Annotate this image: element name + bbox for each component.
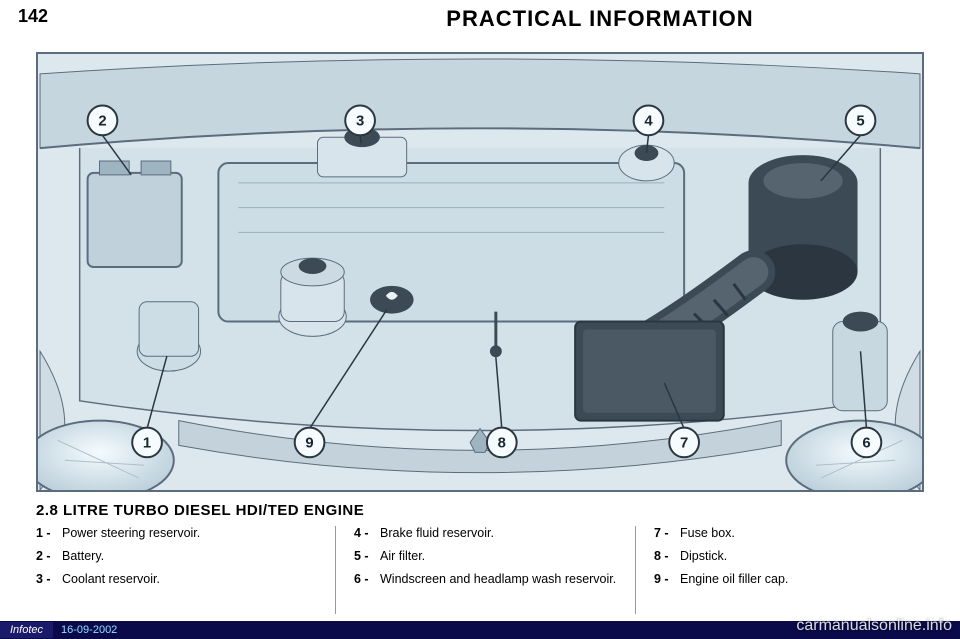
legend-item: 6 -Windscreen and headlamp wash reservoi…	[354, 572, 617, 586]
legend-item: 9 -Engine oil filler cap.	[654, 572, 906, 586]
legend-item-number: 4 -	[354, 526, 380, 540]
legend-columns: 1 -Power steering reservoir.2 -Battery.3…	[36, 526, 924, 614]
svg-text:9: 9	[305, 435, 313, 451]
callout-7: 7	[669, 428, 699, 458]
legend-item: 8 -Dipstick.	[654, 549, 906, 563]
svg-text:6: 6	[862, 435, 870, 451]
svg-text:4: 4	[644, 113, 653, 129]
divider-dots: . . . . . . . . . . . . . . . . . . . . …	[0, 36, 960, 42]
svg-text:8: 8	[498, 435, 506, 451]
legend-item-number: 2 -	[36, 549, 62, 563]
legend-item-text: Coolant reservoir.	[62, 572, 317, 586]
diagram-subtitle: 2.8 LITRE TURBO DIESEL HDI/TED ENGINE	[36, 502, 364, 519]
callout-4: 4	[634, 106, 664, 136]
callout-5: 5	[846, 106, 876, 136]
legend-item-text: Power steering reservoir.	[62, 526, 317, 540]
legend-item-text: Battery.	[62, 549, 317, 563]
svg-text:1: 1	[143, 435, 151, 451]
legend-item-text: Brake fluid reservoir.	[380, 526, 617, 540]
svg-text:7: 7	[680, 435, 688, 451]
engine-diagram: 1 2 3 4 5 6 7 8 9	[36, 52, 924, 492]
legend-item-number: 3 -	[36, 572, 62, 586]
svg-text:3: 3	[356, 113, 364, 129]
legend-item: 3 -Coolant reservoir.	[36, 572, 317, 586]
svg-text:5: 5	[856, 113, 864, 129]
legend-item-number: 1 -	[36, 526, 62, 540]
legend-item: 7 -Fuse box.	[654, 526, 906, 540]
legend-item-text: Dipstick.	[680, 549, 906, 563]
footer-date: 16-09-2002	[53, 624, 117, 636]
legend-item: 1 -Power steering reservoir.	[36, 526, 317, 540]
svg-text:2: 2	[98, 113, 106, 129]
legend-item-number: 7 -	[654, 526, 680, 540]
legend-item: 5 -Air filter.	[354, 549, 617, 563]
legend-item-text: Engine oil filler cap.	[680, 572, 906, 586]
legend-item-number: 5 -	[354, 549, 380, 563]
legend-item-number: 9 -	[654, 572, 680, 586]
section-title: PRACTICAL INFORMATION	[260, 6, 940, 32]
callout-3: 3	[345, 106, 375, 136]
legend-item-text: Air filter.	[380, 549, 617, 563]
callout-2: 2	[88, 106, 118, 136]
legend-item-number: 6 -	[354, 572, 380, 586]
legend-col-3: 7 -Fuse box.8 -Dipstick.9 -Engine oil fi…	[636, 526, 924, 614]
watermark: carmanualsonline.info	[796, 617, 952, 635]
callout-9: 9	[295, 428, 325, 458]
legend-item-text: Windscreen and headlamp wash reservoir.	[380, 572, 617, 586]
page-number: 142	[18, 6, 48, 27]
callout-6: 6	[852, 428, 882, 458]
legend-item-number: 8 -	[654, 549, 680, 563]
legend-item: 2 -Battery.	[36, 549, 317, 563]
callout-8: 8	[487, 428, 517, 458]
legend-item: 4 -Brake fluid reservoir.	[354, 526, 617, 540]
legend-col-1: 1 -Power steering reservoir.2 -Battery.3…	[36, 526, 336, 614]
footer-brand: Infotec	[0, 622, 53, 638]
legend-col-2: 4 -Brake fluid reservoir.5 -Air filter.6…	[336, 526, 636, 614]
legend-item-text: Fuse box.	[680, 526, 906, 540]
callout-1: 1	[132, 428, 162, 458]
